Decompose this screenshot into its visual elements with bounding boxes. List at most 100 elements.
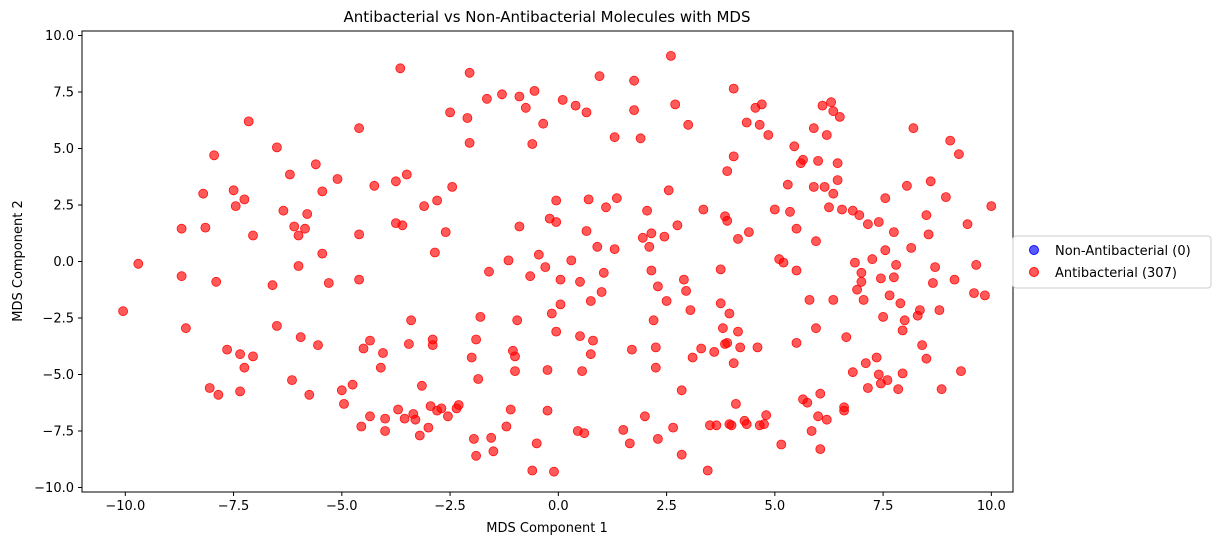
data-point	[118, 306, 128, 317]
data-point	[728, 83, 739, 94]
data-point	[542, 405, 553, 416]
data-point	[575, 331, 585, 342]
data-point	[921, 353, 932, 364]
data-point	[646, 265, 657, 276]
data-point	[395, 63, 406, 74]
y-tick-label: 7.5	[53, 86, 74, 101]
data-point	[466, 352, 477, 363]
data-point	[512, 315, 523, 326]
data-point	[627, 344, 637, 355]
data-point	[293, 230, 304, 241]
data-point	[549, 466, 559, 477]
data-point	[133, 258, 144, 269]
data-point	[741, 419, 752, 430]
data-point	[672, 220, 683, 231]
data-point	[726, 420, 737, 431]
data-point	[629, 75, 639, 86]
data-point	[798, 154, 808, 165]
data-point	[889, 272, 899, 283]
data-point	[661, 296, 672, 306]
data-point	[393, 404, 404, 415]
data-point	[956, 366, 966, 377]
data-point	[759, 419, 769, 430]
data-point	[722, 215, 733, 226]
data-point	[317, 186, 328, 197]
data-point	[791, 265, 802, 276]
data-point	[302, 209, 313, 219]
data-point	[893, 384, 904, 395]
data-point	[763, 130, 774, 140]
data-point	[880, 193, 891, 204]
data-point	[902, 180, 912, 191]
data-point	[906, 242, 917, 253]
data-point	[566, 255, 577, 266]
data-point	[230, 201, 241, 212]
data-point	[752, 342, 763, 353]
data-point	[546, 308, 557, 319]
data-point	[629, 105, 639, 115]
data-point	[436, 403, 447, 414]
y-tick-label: 2.5	[53, 199, 74, 214]
data-point	[442, 411, 453, 422]
data-point	[596, 287, 607, 297]
data-point	[581, 107, 592, 118]
data-point	[551, 195, 562, 206]
data-point	[358, 343, 369, 354]
data-point	[867, 254, 878, 265]
data-point	[399, 413, 410, 424]
data-point	[525, 271, 536, 282]
chart-title: Antibacterial vs Non-Antibacterial Molec…	[344, 8, 751, 26]
data-point	[471, 334, 482, 345]
data-point	[744, 227, 754, 238]
data-point	[817, 100, 828, 111]
data-point	[375, 362, 386, 373]
data-point	[369, 180, 380, 191]
data-point	[419, 201, 430, 212]
data-point	[917, 340, 927, 351]
data-point	[650, 362, 661, 373]
data-point	[811, 323, 821, 334]
data-point	[852, 284, 862, 295]
x-tick-label: −10.0	[105, 499, 145, 514]
data-point	[295, 332, 306, 343]
data-point	[581, 226, 592, 236]
data-point	[659, 231, 670, 242]
data-point	[728, 151, 739, 162]
data-point	[685, 305, 696, 316]
data-point	[915, 305, 925, 316]
data-point	[380, 413, 391, 424]
data-point	[722, 337, 733, 348]
data-point	[464, 137, 475, 148]
data-point	[380, 426, 391, 436]
data-point	[575, 276, 585, 287]
data-point	[284, 169, 295, 180]
data-point	[698, 204, 709, 215]
data-point	[863, 383, 873, 393]
x-tick-label: −7.5	[218, 499, 250, 514]
data-point	[936, 384, 947, 395]
data-point	[813, 155, 823, 166]
data-point	[702, 465, 713, 476]
data-point	[666, 51, 676, 61]
data-point	[824, 202, 834, 213]
data-point	[527, 465, 538, 476]
data-point	[676, 385, 687, 396]
data-point	[828, 188, 839, 199]
data-point	[663, 185, 674, 196]
data-point	[791, 337, 802, 348]
data-point	[891, 259, 901, 270]
data-point	[475, 311, 486, 322]
data-point	[802, 397, 813, 408]
data-point	[637, 232, 648, 243]
data-point	[808, 181, 819, 192]
data-point	[464, 67, 475, 78]
data-point	[668, 422, 678, 433]
data-point	[592, 241, 603, 252]
data-point	[527, 139, 538, 149]
y-tick-label: 0.0	[53, 255, 74, 270]
data-point	[945, 135, 956, 146]
data-point	[847, 367, 858, 378]
data-point	[841, 332, 852, 343]
data-point	[488, 446, 499, 457]
